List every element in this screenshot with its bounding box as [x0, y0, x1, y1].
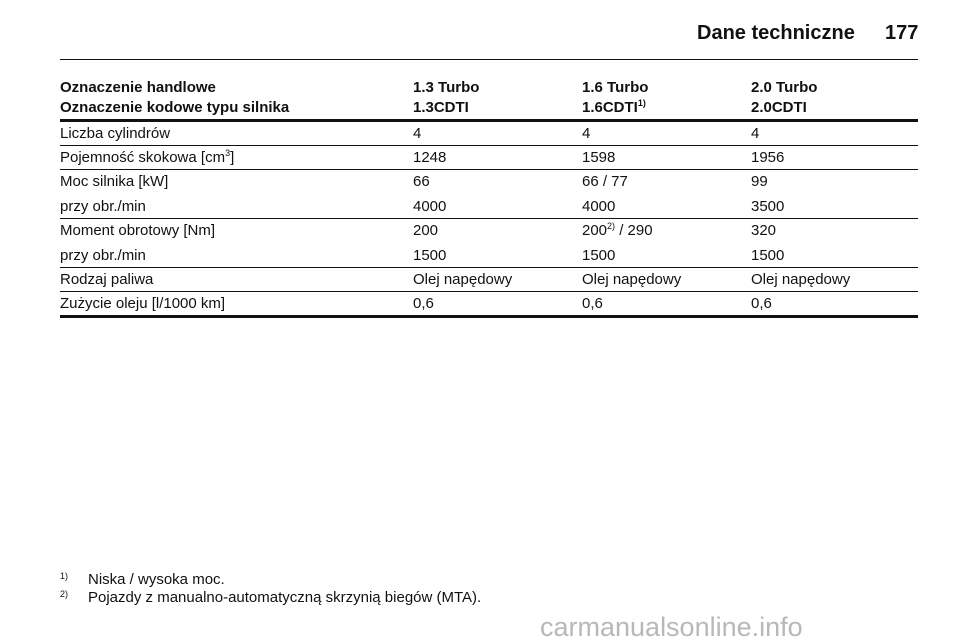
footnote-text: Pojazdy z manualno-automatyczną skrzynią…: [88, 589, 482, 606]
table-cell: 2.0CDTI: [751, 99, 807, 116]
table-cell: Moment obrotowy [Nm]: [60, 222, 216, 239]
table-cell: 4: [413, 125, 422, 142]
table-cell: 4: [582, 125, 591, 142]
table-cell: 200: [413, 222, 439, 239]
table-cell: 1.6CDTI1): [582, 99, 646, 117]
table-cell: 1598: [582, 149, 616, 166]
table-cell: 66: [413, 173, 430, 190]
table-cell: przy obr./min: [60, 197, 146, 215]
table-cell: 4000: [582, 197, 616, 215]
superscript: 3: [225, 148, 231, 158]
cell-text: 1.6CDTI: [582, 99, 638, 116]
table-cell: 0,6: [413, 295, 434, 312]
table-cell: 0,6: [582, 295, 603, 312]
table-cell: Zużycie oleju [l/1000 km]: [60, 295, 226, 312]
cell-text: ]: [230, 149, 235, 166]
table-cell: 0,6: [751, 295, 772, 312]
table-cell: 99: [751, 173, 768, 190]
table-cell: 4000: [413, 197, 447, 215]
page-title: Dane techniczne: [697, 22, 855, 44]
footnote-mark: 2): [60, 589, 69, 599]
superscript: 2): [607, 221, 616, 231]
table-cell: 2002) / 290: [582, 222, 653, 240]
table-cell: Pojemność skokowa [cm3]: [60, 149, 234, 167]
table-cell: Olej napędowy: [751, 271, 851, 288]
cell-text: Pojemność skokowa [cm: [60, 149, 226, 166]
table-cell: 1.3CDTI: [413, 99, 469, 116]
table-cell: 1956: [751, 149, 785, 166]
table-cell: 1.6 Turbo: [582, 79, 649, 96]
table-rule: [60, 145, 918, 146]
table-cell: Liczba cylindrów: [60, 125, 171, 142]
table-cell: 320: [751, 222, 777, 239]
table-rule: [60, 291, 918, 292]
table-cell: 1500: [413, 246, 447, 264]
table-cell: 66 / 77: [582, 173, 628, 190]
table-rule: [60, 267, 918, 268]
table-rule: [60, 315, 918, 318]
table-cell: 1248: [413, 149, 447, 166]
cell-text: 200: [582, 222, 608, 239]
superscript: 1): [637, 98, 646, 108]
table-cell: Olej napędowy: [413, 271, 513, 288]
page-number: 177: [885, 22, 919, 44]
watermark: carmanualsonline.info: [540, 612, 803, 642]
table-rule: [60, 119, 918, 122]
table-cell: 1500: [751, 246, 785, 264]
header-rule: [60, 59, 918, 60]
table-cell: 2.0 Turbo: [751, 79, 818, 96]
table-cell: 4: [751, 125, 760, 142]
table-cell: Rodzaj paliwa: [60, 271, 154, 288]
footnote-mark: 1): [60, 571, 69, 581]
table-rule: [60, 218, 918, 219]
table-cell: przy obr./min: [60, 246, 146, 264]
cell-text: / 290: [615, 222, 653, 239]
table-cell: 3500: [751, 197, 785, 215]
table-cell: Oznaczenie kodowe typu silnika: [60, 99, 290, 116]
table-cell: 1.3 Turbo: [413, 79, 480, 96]
table-cell: 1500: [582, 246, 616, 264]
footnote-text: Niska / wysoka moc.: [88, 571, 225, 588]
table-cell: Oznaczenie handlowe: [60, 79, 216, 96]
table-cell: Moc silnika [kW]: [60, 173, 169, 190]
table-cell: Olej napędowy: [582, 271, 682, 288]
table-rule: [60, 169, 918, 170]
